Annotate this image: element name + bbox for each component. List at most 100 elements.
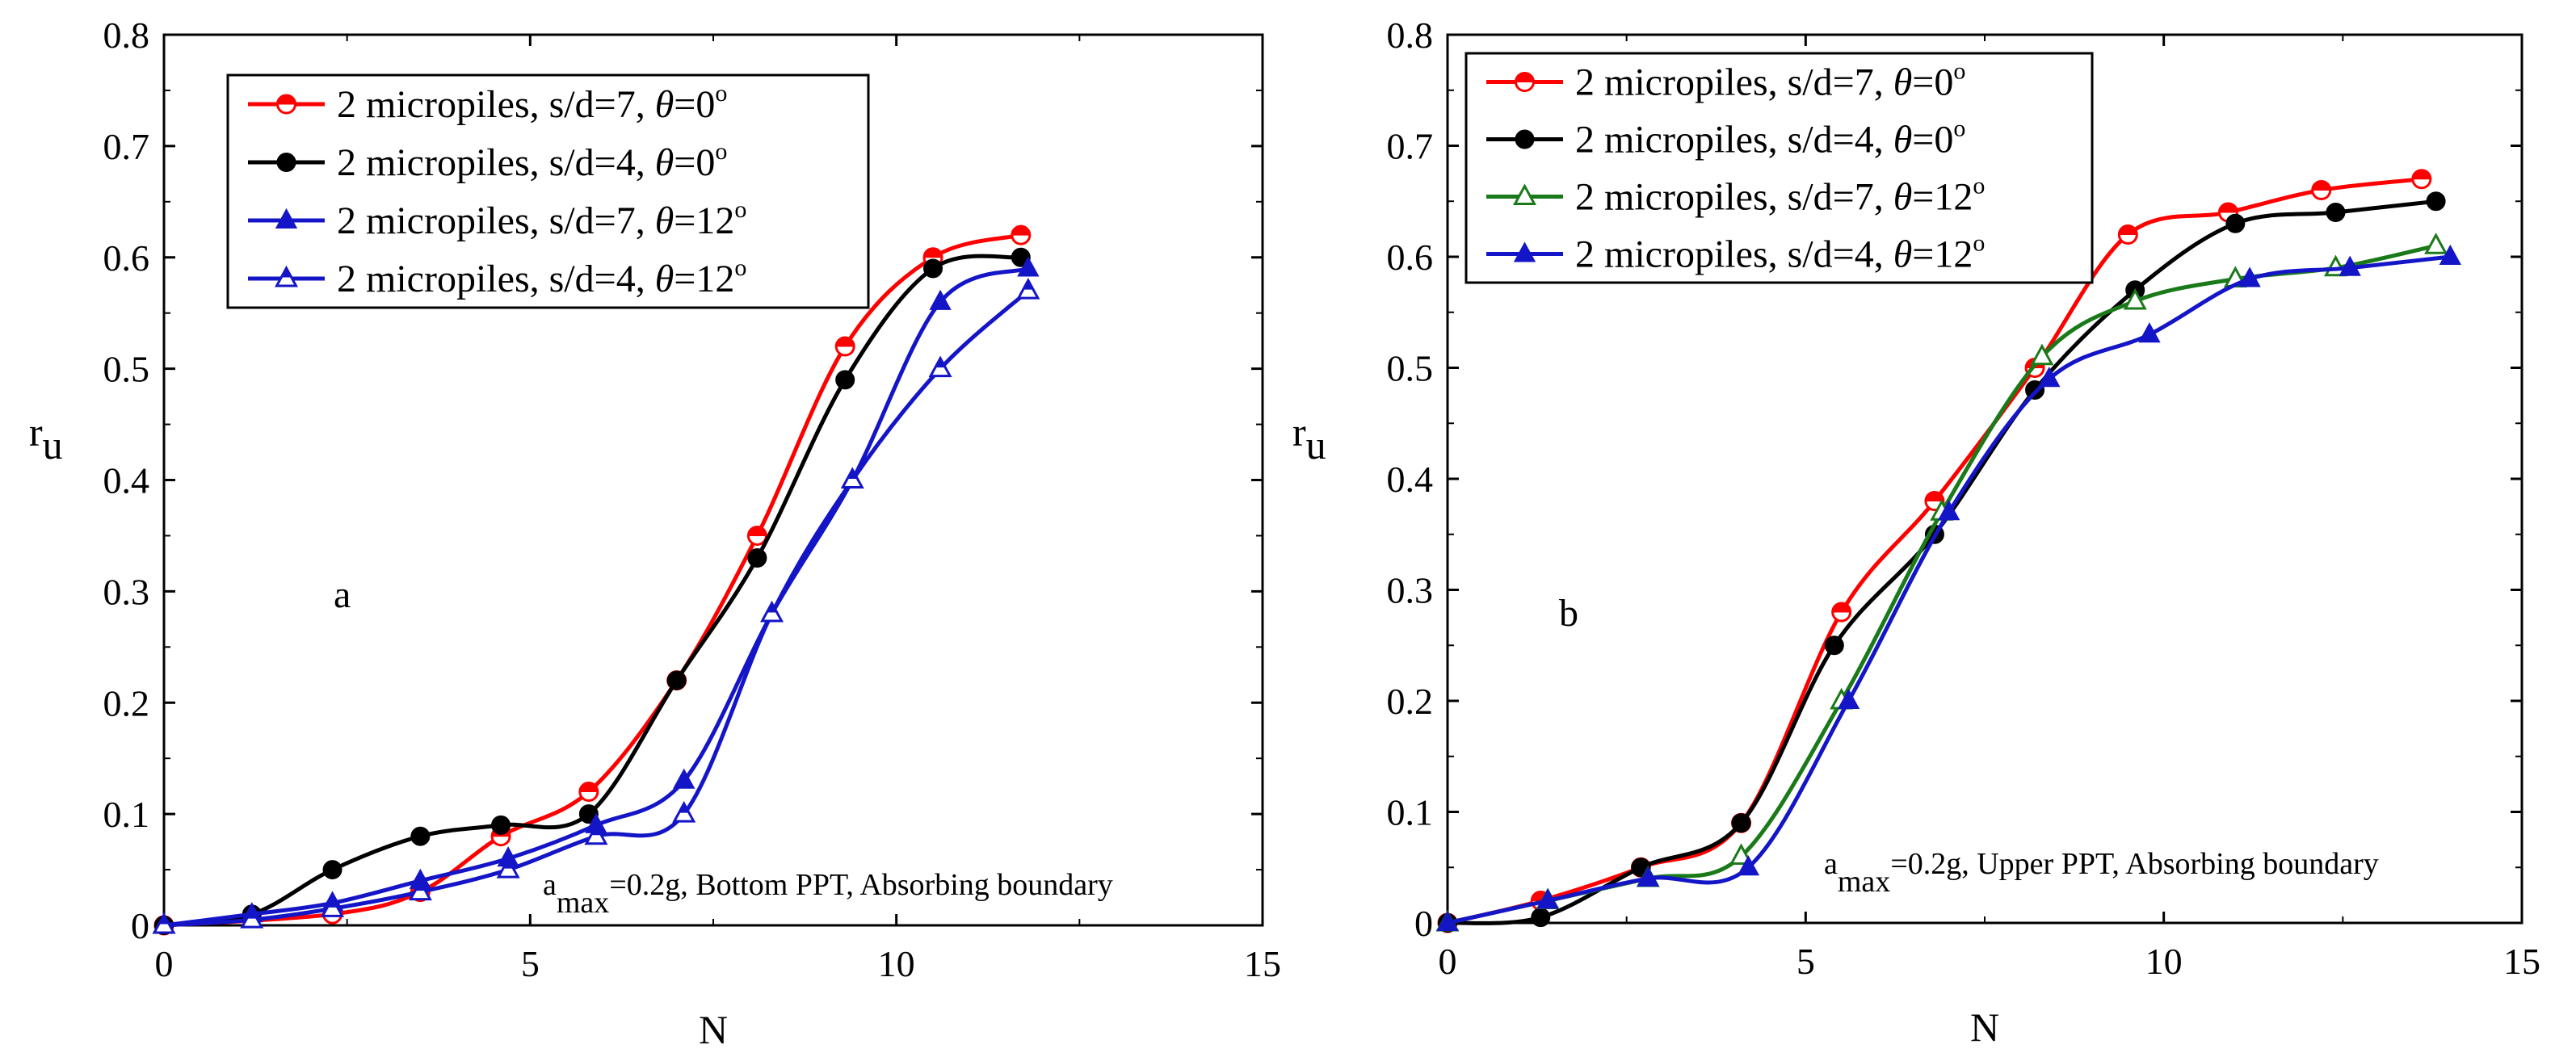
data-point-fill (1023, 279, 1034, 290)
legend-label-theta: θ (1893, 119, 1913, 161)
data-point (1436, 910, 1459, 931)
legend-marker (275, 208, 298, 229)
legend-label-theta: θ (655, 199, 674, 242)
y-axis-title-sub: u (1306, 422, 1326, 468)
y-tick-label: 0 (1414, 903, 1433, 944)
y-tick-label: 0.6 (103, 237, 150, 279)
legend-marker-fill (276, 94, 296, 105)
legend-label-theta: θ (1893, 61, 1913, 104)
legend-entry: 2 micropiles, s/d=7, θ=0o (1486, 58, 1965, 104)
legend-marker (274, 265, 299, 287)
legend-marker (276, 94, 296, 115)
data-point-fill (923, 248, 943, 258)
data-point (840, 467, 864, 489)
legend-entry: 2 micropiles, s/d=4, θ=12o (248, 254, 746, 300)
annotation: amax=0.2g, Bottom PPT, Absorbing boundar… (543, 868, 1113, 920)
legend-label-value: =12 (674, 199, 734, 242)
data-point (1731, 813, 1751, 833)
panel-letter: a (334, 573, 351, 616)
y-tick-label: 0.4 (1387, 459, 1434, 500)
data-point (1737, 855, 1760, 876)
y-tick-label: 0.8 (1387, 15, 1434, 56)
y-axis-title-sub: u (43, 422, 63, 468)
data-point-fill (2118, 225, 2137, 235)
data-point (672, 800, 696, 823)
data-point (1637, 866, 1659, 887)
legend-label-sup: o (715, 80, 727, 107)
x-tick-label: 10 (2145, 941, 2183, 982)
legend: 2 micropiles, s/d=7, θ=0o 2 micropiles, s… (226, 73, 870, 309)
legend-label-main: 2 micropiles, s/d=4, (1575, 233, 1893, 276)
legend-label-value: =0 (1912, 61, 1953, 104)
data-point (491, 815, 511, 835)
legend-entry: 2 micropiles, s/d=4, θ=0o (248, 138, 727, 184)
data-point (2030, 343, 2054, 366)
data-point-fill (747, 526, 767, 536)
legend-marker (1513, 241, 1536, 262)
annotation-sub: max (557, 886, 609, 920)
annotation: amax=0.2g, Upper PPT, Absorbing boundary (1824, 847, 2379, 899)
legend-box (226, 73, 870, 309)
series-1 (153, 224, 1032, 936)
y-axis-title-main: r (1292, 409, 1306, 455)
series-2 (154, 247, 1031, 935)
legend-label: 2 micropiles, s/d=7, θ=0o (337, 80, 727, 126)
data-point-fill (590, 824, 602, 836)
y-tick-label: 0.1 (1387, 792, 1434, 833)
y-tick-label: 0.1 (103, 794, 150, 835)
data-point (929, 289, 952, 310)
data-point (666, 670, 687, 690)
y-axis-title: ru (29, 409, 63, 468)
series-line (1445, 254, 2452, 925)
data-point (2311, 180, 2332, 200)
data-point-fill (2312, 181, 2331, 191)
data-point (2424, 233, 2448, 254)
data-point-fill (2218, 203, 2238, 213)
legend-label: 2 micropiles, s/d=7, θ=0o (1575, 58, 1965, 104)
data-point (835, 370, 855, 390)
legend-label: 2 micropiles, s/d=4, θ=0o (337, 138, 727, 184)
y-tick-label: 0.2 (1387, 681, 1434, 722)
data-point (2123, 287, 2147, 310)
legend-label-sup: o (1953, 115, 1965, 142)
data-point (1531, 908, 1551, 928)
data-point-fill (1925, 492, 1944, 501)
legend-marker (1512, 183, 1537, 205)
y-tick-label: 0.4 (103, 460, 150, 501)
data-point (584, 823, 608, 845)
legend-label-value: =0 (674, 83, 715, 126)
y-tick-label: 0.2 (103, 682, 150, 723)
data-point (747, 548, 767, 568)
data-point (2439, 244, 2462, 265)
data-point (834, 336, 855, 357)
legend-label-sup: o (715, 138, 727, 165)
data-point-fill (326, 897, 338, 908)
data-point (2426, 191, 2446, 212)
legend-label-sup: o (734, 254, 746, 281)
legend-label-main: 2 micropiles, s/d=4, (337, 141, 655, 184)
data-point (240, 906, 264, 929)
data-point-fill (1011, 225, 1031, 236)
legend-marker (1515, 129, 1535, 149)
data-point (578, 782, 599, 803)
legend-label-value: =0 (674, 141, 715, 184)
legend-label: 2 micropiles, s/d=4, θ=12o (1575, 230, 1985, 276)
data-point (1016, 277, 1040, 300)
legend: 2 micropiles, s/d=7, θ=0o2 micropiles, s… (1464, 52, 2094, 284)
data-point (1011, 224, 1032, 245)
data-point (2225, 213, 2246, 233)
legend-label-main: 2 micropiles, s/d=7, (1575, 176, 1893, 219)
data-point-fill (158, 913, 170, 925)
data-point (1536, 888, 1559, 909)
data-point (2138, 322, 2161, 343)
data-point (2117, 224, 2138, 245)
y-axis-title: ru (1292, 409, 1326, 468)
data-point (673, 768, 695, 789)
y-tick-label: 0.5 (1387, 348, 1434, 389)
data-point-fill (414, 880, 427, 891)
annotation-sub: max (1838, 865, 1890, 899)
data-point (2238, 266, 2261, 287)
data-point-fill (766, 602, 778, 613)
x-tick-label: 5 (1796, 941, 1815, 982)
